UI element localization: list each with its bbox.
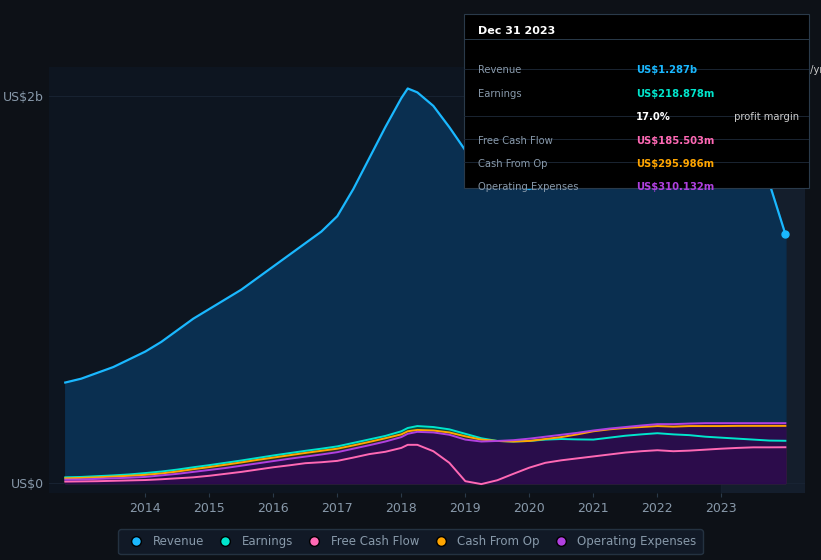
Text: Dec 31 2023: Dec 31 2023 [478, 26, 555, 36]
Bar [722, 67, 805, 493]
Text: Revenue: Revenue [478, 65, 521, 75]
Text: profit margin: profit margin [731, 112, 799, 122]
Text: US$310.132m: US$310.132m [636, 183, 714, 193]
Text: US$218.878m: US$218.878m [636, 88, 714, 99]
Text: US$185.503m: US$185.503m [636, 136, 714, 146]
Text: US$1.287b: US$1.287b [636, 65, 697, 75]
Legend: Revenue, Earnings, Free Cash Flow, Cash From Op, Operating Expenses: Revenue, Earnings, Free Cash Flow, Cash … [118, 529, 703, 554]
Text: Free Cash Flow: Free Cash Flow [478, 136, 553, 146]
Text: US$295.986m: US$295.986m [636, 159, 714, 169]
Point [779, 230, 792, 239]
Text: Earnings: Earnings [478, 88, 521, 99]
Text: Cash From Op: Cash From Op [478, 159, 547, 169]
Text: /yr: /yr [807, 65, 821, 75]
Text: 17.0%: 17.0% [636, 112, 671, 122]
Text: Operating Expenses: Operating Expenses [478, 183, 578, 193]
FancyBboxPatch shape [464, 14, 809, 188]
